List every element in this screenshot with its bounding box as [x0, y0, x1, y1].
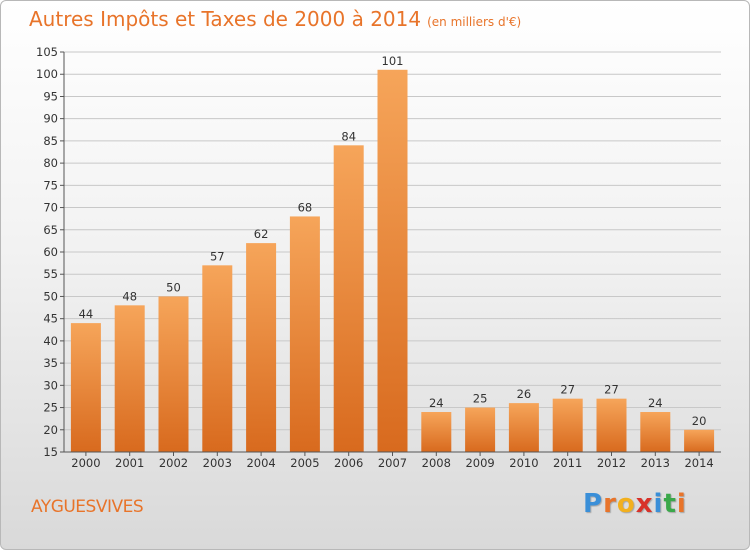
- bar-2004: [246, 243, 277, 452]
- commune-name: AYGUESVIVES: [31, 497, 144, 517]
- y-tick-label: 30: [43, 378, 58, 392]
- y-tick-label: 55: [43, 267, 58, 281]
- value-label: 25: [473, 392, 488, 406]
- y-tick-label: 50: [43, 289, 58, 303]
- x-tick-label: 2004: [246, 456, 275, 470]
- x-tick-label: 2000: [71, 456, 100, 470]
- bar-2002: [158, 296, 189, 452]
- y-tick-label: 80: [43, 156, 58, 170]
- bar-2009: [465, 407, 496, 452]
- logo-letter: t: [663, 489, 677, 519]
- logo-letter: P: [583, 489, 604, 519]
- value-label: 50: [166, 280, 181, 294]
- chart-title-text: Autres Impôts et Taxes de 2000 à 2014: [29, 7, 422, 31]
- y-tick-label: 15: [43, 445, 58, 459]
- logo-letter: r: [603, 489, 617, 519]
- x-tick-label: 2007: [378, 456, 407, 470]
- y-tick-label: 35: [43, 356, 58, 370]
- value-label: 26: [517, 387, 532, 401]
- bar-2001: [114, 305, 145, 452]
- y-tick-label: 85: [43, 134, 58, 148]
- value-label: 27: [560, 383, 575, 397]
- x-tick-label: 2003: [203, 456, 232, 470]
- y-tick-label: 25: [43, 401, 58, 415]
- y-tick-label: 105: [36, 45, 58, 59]
- bar-2010: [508, 403, 539, 452]
- chart-unit: (en milliers d'€): [427, 15, 522, 29]
- logo-letter: i: [653, 489, 664, 519]
- x-tick-label: 2010: [509, 456, 538, 470]
- bar-2005: [289, 216, 320, 452]
- x-tick-label: 2002: [159, 456, 188, 470]
- bar-2013: [640, 412, 671, 452]
- logo-letter: o: [616, 489, 636, 519]
- y-tick-label: 100: [36, 67, 58, 81]
- y-tick-label: 95: [43, 89, 58, 103]
- y-tick-label: 40: [43, 334, 58, 348]
- value-label: 101: [382, 54, 404, 68]
- bar-2000: [70, 323, 101, 452]
- proxiti-logo: Proxiti: [583, 489, 687, 519]
- value-label: 84: [341, 129, 356, 143]
- bar-2003: [202, 265, 233, 452]
- y-tick-label: 45: [43, 312, 58, 326]
- bar-2012: [596, 398, 627, 452]
- x-tick-label: 2011: [553, 456, 582, 470]
- value-label: 44: [79, 307, 94, 321]
- x-tick-label: 2005: [290, 456, 319, 470]
- value-label: 24: [648, 396, 663, 410]
- y-tick-label: 60: [43, 245, 58, 259]
- logo-letter: i: [676, 489, 687, 519]
- y-tick-label: 75: [43, 178, 58, 192]
- logo-letter: x: [635, 489, 654, 519]
- x-tick-label: 2008: [422, 456, 451, 470]
- bar-2011: [552, 398, 583, 452]
- value-label: 57: [210, 249, 225, 263]
- x-tick-label: 2012: [597, 456, 626, 470]
- value-label: 62: [254, 227, 269, 241]
- x-tick-label: 2001: [115, 456, 144, 470]
- y-tick-label: 90: [43, 112, 58, 126]
- value-label: 68: [298, 200, 313, 214]
- y-tick-label: 20: [43, 423, 58, 437]
- x-tick-label: 2014: [684, 456, 713, 470]
- x-tick-label: 2013: [641, 456, 670, 470]
- bar-2006: [333, 145, 364, 453]
- value-label: 48: [122, 289, 137, 303]
- chart-title: Autres Impôts et Taxes de 2000 à 2014 (en…: [29, 7, 521, 31]
- y-tick-label: 70: [43, 201, 58, 215]
- bar-2014: [684, 429, 715, 452]
- value-label: 20: [692, 414, 707, 428]
- x-tick-label: 2009: [465, 456, 494, 470]
- bar-2007: [377, 69, 408, 453]
- x-tick-label: 2006: [334, 456, 363, 470]
- value-label: 24: [429, 396, 444, 410]
- value-label: 27: [604, 383, 619, 397]
- bar-2008: [421, 412, 452, 452]
- y-tick-label: 65: [43, 223, 58, 237]
